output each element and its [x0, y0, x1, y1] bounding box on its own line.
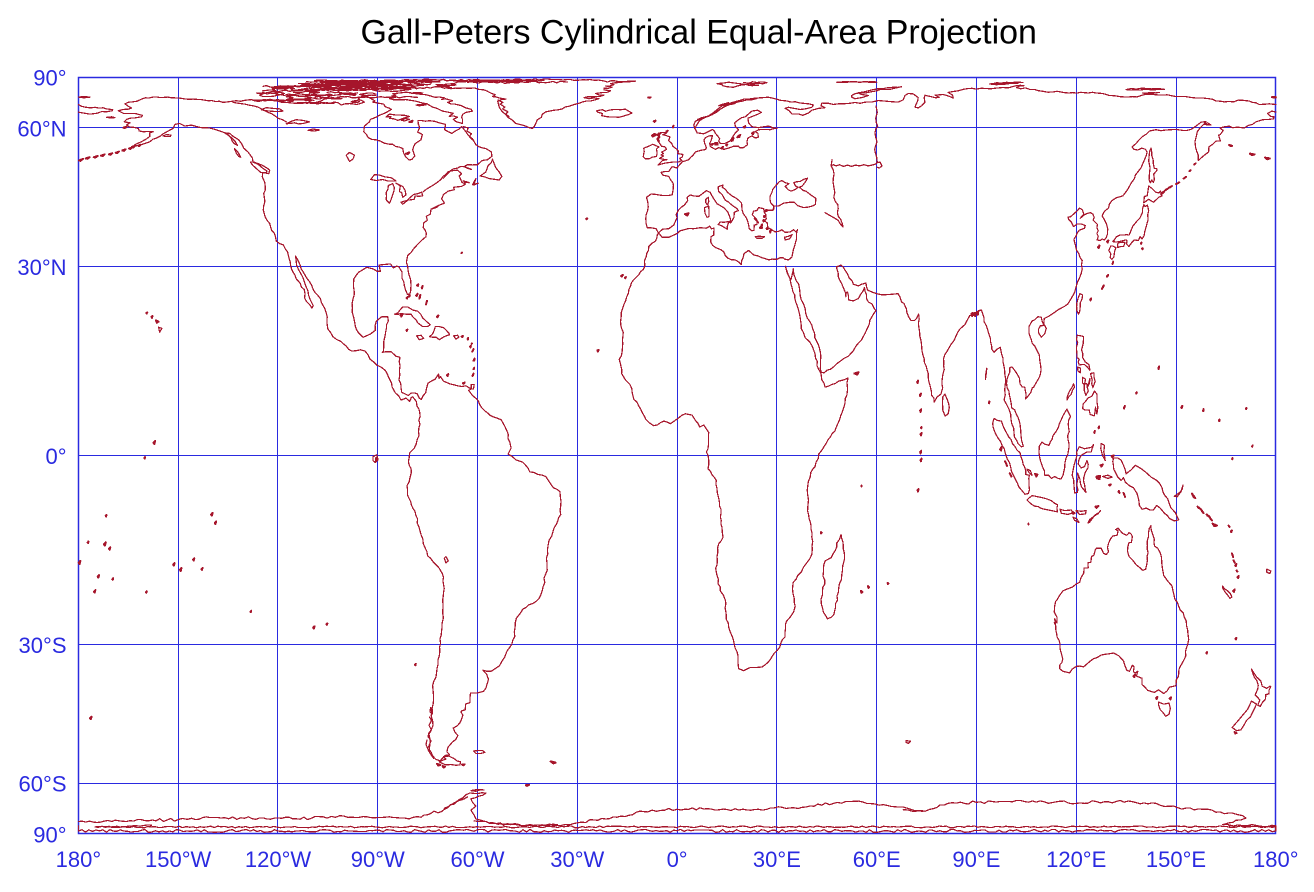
svg-text:30°S: 30°S [19, 633, 67, 658]
svg-text:60°S: 60°S [19, 772, 67, 797]
svg-text:0°: 0° [667, 847, 688, 872]
svg-text:120°E: 120°E [1046, 847, 1106, 872]
svg-text:180°: 180° [56, 847, 102, 872]
svg-text:90°: 90° [33, 66, 66, 91]
svg-text:Gall-Peters Cylindrical Equal-: Gall-Peters Cylindrical Equal-Area Proje… [360, 14, 1037, 52]
svg-text:180°: 180° [1253, 847, 1299, 872]
svg-text:30°W: 30°W [550, 847, 604, 872]
svg-text:30°N: 30°N [17, 255, 66, 280]
svg-text:90°: 90° [33, 822, 66, 847]
svg-text:150°W: 150°W [145, 847, 212, 872]
svg-text:120°W: 120°W [245, 847, 312, 872]
svg-text:30°E: 30°E [753, 847, 801, 872]
svg-text:150°E: 150°E [1146, 847, 1206, 872]
svg-text:90°W: 90°W [351, 847, 405, 872]
svg-text:60°W: 60°W [450, 847, 504, 872]
svg-text:0°: 0° [45, 444, 66, 469]
svg-text:90°E: 90°E [952, 847, 1000, 872]
svg-text:60°N: 60°N [17, 116, 66, 141]
svg-text:60°E: 60°E [853, 847, 901, 872]
